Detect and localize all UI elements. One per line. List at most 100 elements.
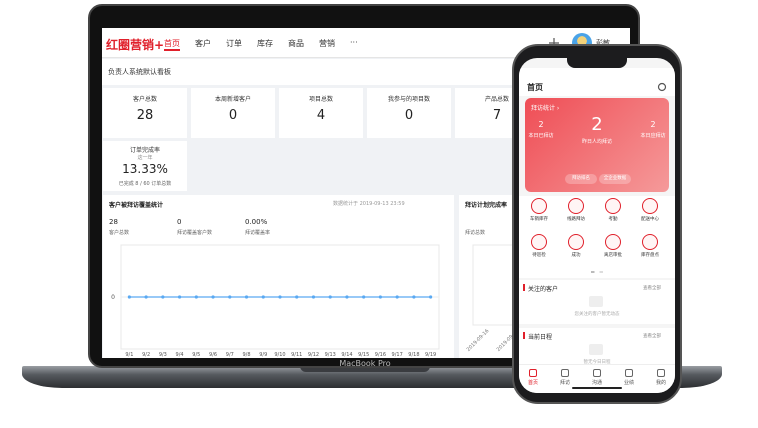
- stat-value: 28: [136, 108, 154, 123]
- empty-icon: [589, 344, 603, 355]
- panel-title: 客户被拜访覆盖统计: [109, 202, 164, 209]
- shortcut-label[interactable]: 成功: [571, 253, 581, 258]
- shortcut-icon[interactable]: [568, 234, 584, 250]
- shortcut-label[interactable]: 配送中心: [641, 217, 659, 222]
- shortcut-icon[interactable]: [605, 234, 621, 250]
- data-point: [211, 295, 215, 299]
- data-point: [261, 295, 265, 299]
- empty-icon: [589, 296, 603, 307]
- data-point: [161, 295, 165, 299]
- data-point: [177, 295, 182, 299]
- metric-label: 客户总数: [109, 230, 130, 236]
- visit-title: 拜访统计 ›: [531, 105, 560, 112]
- empty-text: 暂无今日日程: [583, 360, 611, 365]
- nav-item[interactable]: ···: [350, 38, 358, 47]
- laptop-notch: [300, 366, 430, 372]
- panel-title: 拜访计划完成率: [465, 202, 508, 209]
- shortcut-icon[interactable]: [531, 234, 547, 250]
- stat-value: 7: [492, 108, 502, 123]
- device-label: MacBook Pro: [339, 359, 391, 368]
- dashboard-selector[interactable]: 负责人系统默认看板: [108, 68, 171, 76]
- visit-label: 昨日人均拜访: [581, 139, 612, 145]
- stat-value: 0: [404, 108, 414, 123]
- nav-item[interactable]: 库存: [257, 39, 273, 48]
- x-tick-label: 9/10: [274, 352, 285, 358]
- section-title: 关注的客户: [528, 286, 559, 293]
- shortcut-label[interactable]: 待巡检: [532, 253, 546, 258]
- x-tick-label: 9/12: [308, 352, 319, 358]
- nav-item[interactable]: 客户: [195, 39, 211, 48]
- section-link[interactable]: 查看全部: [643, 286, 661, 291]
- visit-value: 2: [538, 120, 544, 129]
- x-tick-label: 9/5: [192, 352, 200, 358]
- tab-icon[interactable]: [593, 369, 601, 377]
- y-tick-label: 0: [111, 294, 115, 301]
- x-tick-label: 9/14: [341, 352, 352, 358]
- data-point: [228, 295, 232, 299]
- shortcut-icon[interactable]: [605, 198, 621, 214]
- x-tick-label: 9/9: [259, 352, 267, 358]
- x-tick-label: 9/19: [425, 352, 436, 358]
- data-point: [311, 295, 316, 299]
- tab-label[interactable]: 首页: [527, 380, 538, 386]
- data-point: [412, 295, 416, 299]
- nav-item[interactable]: 商品: [288, 39, 304, 48]
- visit-button[interactable]: 拜访排名: [565, 174, 597, 184]
- visit-button[interactable]: 全企业数据: [599, 174, 631, 184]
- metric-value: 28: [109, 218, 118, 226]
- completion-period: 这一年: [137, 155, 153, 161]
- shortcut-icon[interactable]: [642, 198, 658, 214]
- data-point: [194, 295, 198, 299]
- page-dots: [591, 271, 603, 273]
- data-point: [429, 295, 433, 299]
- shortcut-label[interactable]: 考勤: [608, 217, 618, 222]
- metric-label: 拜访覆盖客户数: [177, 230, 213, 236]
- completion-value: 13.33%: [122, 162, 168, 176]
- nav-item[interactable]: 订单: [226, 39, 242, 48]
- stat-card: 项目总数 4: [279, 88, 363, 138]
- nav-item[interactable]: 首页: [164, 38, 180, 51]
- notch: [567, 58, 627, 68]
- nav-item[interactable]: 营销: [319, 39, 335, 48]
- shortcut-label[interactable]: 离店审批: [604, 253, 622, 258]
- shortcut-label[interactable]: 车销库存: [530, 217, 548, 222]
- tab-icon[interactable]: [625, 369, 633, 377]
- x-tick-label: 9/4: [176, 352, 184, 358]
- shortcut-label[interactable]: 库存盘点: [641, 253, 659, 258]
- data-point: [328, 295, 332, 299]
- x-tick-label: 9/2: [142, 352, 150, 358]
- tab-label[interactable]: 拜访: [559, 380, 570, 386]
- user-name: 彭敏: [596, 39, 610, 47]
- section-marker: [523, 284, 525, 291]
- data-point: [362, 295, 366, 299]
- stat-value: 4: [316, 108, 326, 123]
- x-tick-label: 9/8: [243, 352, 251, 358]
- x-tick-label: 9/7: [226, 352, 234, 358]
- tab-label[interactable]: 我的: [655, 380, 666, 386]
- visit-card[interactable]: 拜访统计 › 2 本日已拜访 2 昨日人均拜访 2 本日应拜访 拜访排名 全企业数据: [525, 98, 669, 192]
- svg-layer: [657, 82, 667, 92]
- stat-card: 本周新增客户 0: [191, 88, 275, 138]
- section: 关注的客户 查看全部您关注的客户暂无动态: [519, 280, 675, 324]
- section-link[interactable]: 查看全部: [643, 334, 661, 339]
- shortcut-icon[interactable]: [642, 234, 658, 250]
- shortcut-icon[interactable]: [531, 198, 547, 214]
- empty-text: 您关注的客户暂无动态: [574, 312, 620, 317]
- x-tick-label: 9/1: [125, 352, 133, 358]
- tab-icon[interactable]: [529, 369, 537, 377]
- shortcut-icon[interactable]: [568, 198, 584, 214]
- data-point: [345, 295, 349, 299]
- x-tick-label: 9/15: [358, 352, 369, 358]
- brand-logo: 红圈营销+: [106, 38, 165, 52]
- x-tick-label: 9/13: [325, 352, 336, 358]
- tab-icon[interactable]: [561, 369, 569, 377]
- home-indicator: [572, 387, 622, 389]
- tab-label[interactable]: 业绩: [623, 380, 634, 386]
- stat-label: 项目总数: [308, 96, 333, 103]
- shortcut-label[interactable]: 线路拜访: [567, 217, 585, 222]
- tab-icon[interactable]: [657, 369, 665, 377]
- x-tick-label: 9/11: [291, 352, 302, 358]
- tab-label[interactable]: 沟通: [591, 380, 602, 386]
